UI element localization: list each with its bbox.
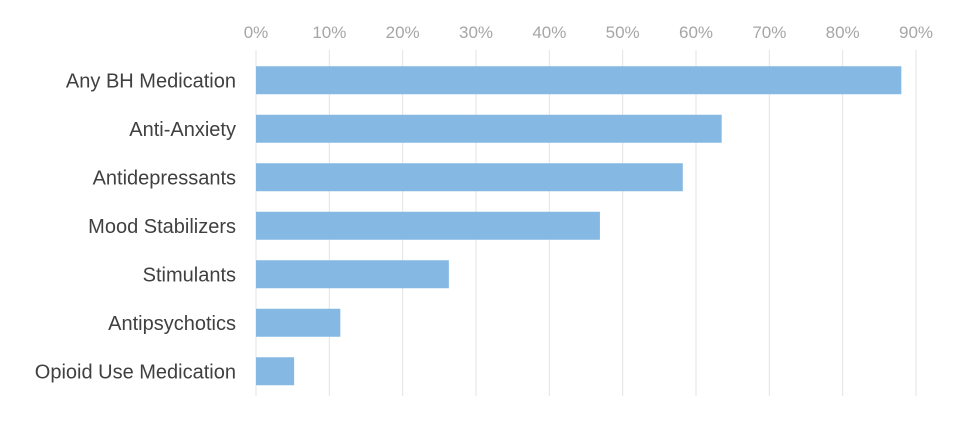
x-tick-label: 80% xyxy=(826,23,860,42)
x-tick-label: 50% xyxy=(606,23,640,42)
bar xyxy=(256,114,722,143)
x-axis-tick-labels: 0% 10% 20% 30% 40% 50% 60% 70% 80% 90% xyxy=(244,23,933,42)
x-tick-label: 90% xyxy=(899,23,933,42)
x-tick-label: 40% xyxy=(532,23,566,42)
bar xyxy=(256,357,295,386)
x-tick-label: 30% xyxy=(459,23,493,42)
category-label: Anti-Anxiety xyxy=(129,119,236,141)
x-tick-label: 10% xyxy=(312,23,346,42)
x-tick-label: 20% xyxy=(386,23,420,42)
category-label: Antipsychotics xyxy=(108,313,236,335)
category-labels: Any BH Medication Anti-Anxiety Antidepress… xyxy=(35,70,236,383)
category-label: Any BH Medication xyxy=(66,70,236,92)
bar xyxy=(256,211,600,240)
x-tick-label: 0% xyxy=(244,23,269,42)
category-label: Antidepressants xyxy=(93,167,236,189)
category-label: Mood Stabilizers xyxy=(88,216,236,238)
bars xyxy=(256,66,902,386)
category-label: Opioid Use Medication xyxy=(35,361,236,383)
bar xyxy=(256,66,902,95)
bar xyxy=(256,163,683,192)
x-tick-label: 60% xyxy=(679,23,713,42)
category-label: Stimulants xyxy=(143,264,236,286)
bar xyxy=(256,260,449,289)
bar xyxy=(256,308,341,337)
x-tick-label: 70% xyxy=(752,23,786,42)
